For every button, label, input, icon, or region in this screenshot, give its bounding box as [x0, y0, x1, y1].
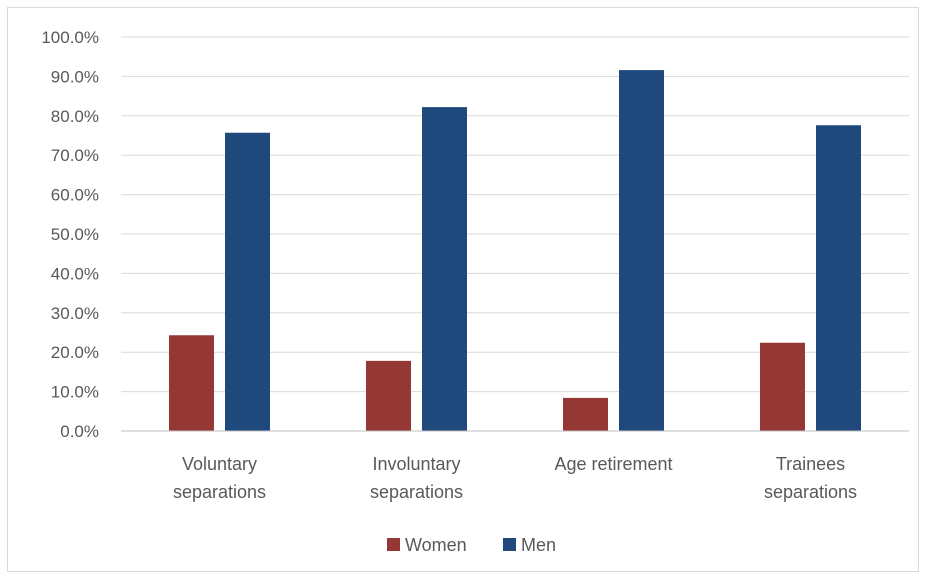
- bar-women: [366, 360, 411, 431]
- legend-swatch-men: [503, 538, 516, 551]
- bar-men: [225, 132, 270, 431]
- y-tick-label: 30.0%: [51, 304, 99, 323]
- x-axis: Voluntary separations Involuntary separatio…: [121, 430, 909, 502]
- y-tick-label: 70.0%: [51, 146, 99, 165]
- x-category-label: separations: [173, 482, 266, 502]
- y-tick-label: 40.0%: [51, 264, 99, 283]
- bar-women: [169, 335, 214, 431]
- bar-men: [816, 125, 861, 432]
- y-tick-label: 10.0%: [51, 383, 99, 402]
- x-category-label: separations: [370, 482, 463, 502]
- y-tick-label: 50.0%: [51, 225, 99, 244]
- y-axis-ticks: 0.0% 10.0% 20.0% 30.0% 40.0% 50.0% 60.0% 70.0% 8…: [41, 28, 99, 441]
- legend-swatch-women: [387, 538, 400, 551]
- bar-women: [760, 342, 805, 431]
- y-tick-label: 100.0%: [41, 28, 99, 47]
- legend-label-men: Men: [521, 535, 556, 555]
- bar-men: [619, 70, 664, 431]
- legend: Women Men: [387, 535, 556, 555]
- y-tick-label: 90.0%: [51, 67, 99, 86]
- x-category-label: Trainees: [776, 454, 845, 474]
- bar-women: [563, 397, 608, 431]
- x-category-label: Voluntary: [182, 454, 257, 474]
- y-tick-label: 80.0%: [51, 107, 99, 126]
- y-tick-label: 20.0%: [51, 343, 99, 362]
- bars: [169, 70, 861, 432]
- x-category-label: Involuntary: [372, 454, 460, 474]
- x-category-label: separations: [764, 482, 857, 502]
- x-category-label: Age retirement: [554, 454, 672, 474]
- y-tick-label: 60.0%: [51, 186, 99, 205]
- y-tick-label: 0.0%: [60, 422, 99, 441]
- legend-label-women: Women: [405, 535, 467, 555]
- bar-men: [422, 107, 467, 432]
